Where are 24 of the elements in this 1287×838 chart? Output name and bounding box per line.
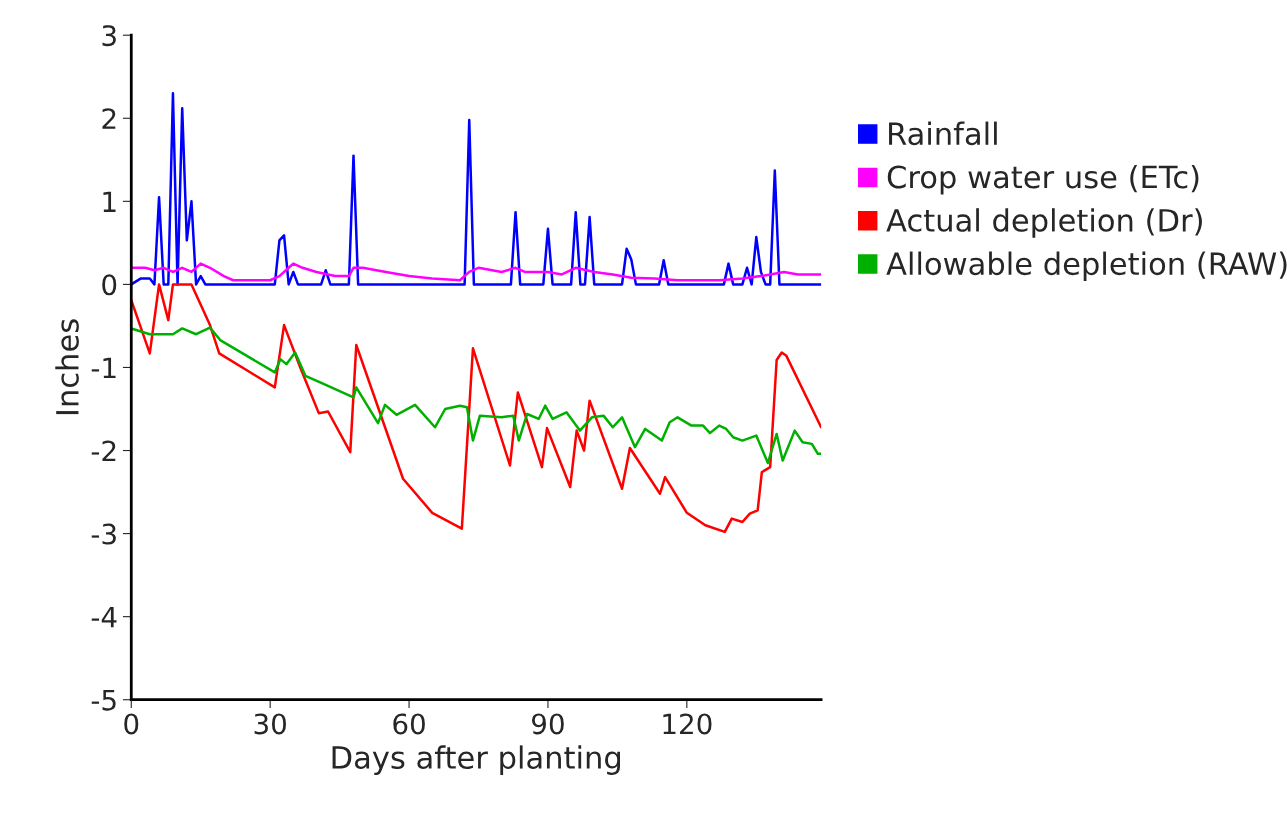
- line-series: [131, 326, 822, 465]
- line-series: [131, 283, 822, 534]
- legend-label: Actual depletion (Dr): [886, 208, 1202, 238]
- y-tick-label: -2: [91, 440, 116, 462]
- y-tick-label: -4: [91, 606, 117, 628]
- line-series: [131, 92, 822, 286]
- y-tick-label: -1: [91, 357, 116, 379]
- x-axis-title: Days after planting: [332, 745, 620, 775]
- legend-label: Allowable depletion (RAW): [886, 251, 1287, 282]
- y-axis-title: Inches: [55, 319, 79, 415]
- y-tick-label: 3: [102, 25, 116, 47]
- y-tick-label: 0: [102, 274, 117, 296]
- line-series: [131, 262, 822, 282]
- x-tick-label: 60: [393, 713, 425, 735]
- x-tick-label: 90: [532, 713, 564, 735]
- y-tick-label: -3: [91, 523, 116, 545]
- x-tick-label: 120: [663, 713, 712, 735]
- x-tick-label: 0: [124, 713, 139, 735]
- y-tick-label: 2: [102, 108, 116, 129]
- y-tick-label: -5: [91, 690, 116, 711]
- y-tick-label: 1: [103, 191, 116, 212]
- legend-label: Rainfall: [889, 121, 997, 146]
- legend-label: Crop water use (ETc): [887, 164, 1199, 195]
- x-tick-label: 30: [254, 713, 286, 735]
